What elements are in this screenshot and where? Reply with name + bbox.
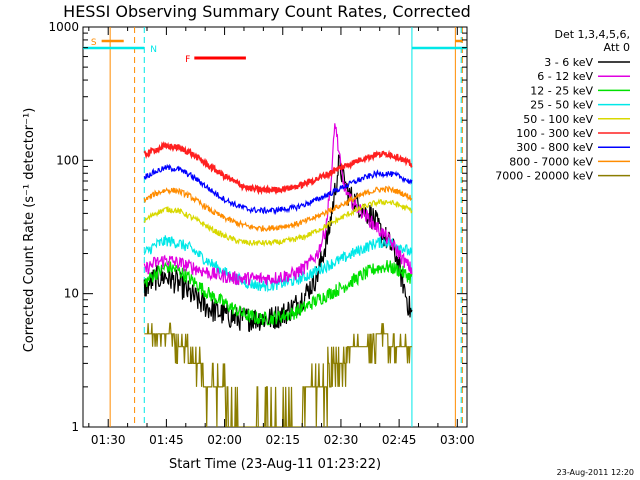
series-line-800-7000-keV <box>143 185 413 233</box>
chart-title: HESSI Observing Summary Count Rates, Cor… <box>63 2 471 21</box>
series-line-300-800-keV <box>143 163 413 216</box>
y-axis-label: Corrected Count Rate (s⁻¹ detector⁻¹) <box>22 108 37 353</box>
y-axis: 1 10 100 1000 <box>48 20 467 434</box>
series-line-50-100-keV <box>143 198 413 248</box>
x-tick-label: 02:00 <box>207 433 242 447</box>
marker-group: S N F <box>83 38 467 65</box>
legend-label-5: 100 - 300 keV <box>516 127 593 140</box>
legend-label-7: 800 - 7000 keV <box>509 155 593 168</box>
y-tick-label: 100 <box>56 153 79 167</box>
legend-label-2: 12 - 25 keV <box>530 84 593 97</box>
legend-label-0: 3 - 6 keV <box>544 56 593 69</box>
legend-label-3: 25 - 50 keV <box>530 99 593 112</box>
attenuator-lines <box>109 27 463 427</box>
legend-header-line1: Det 1,3,4,5,6, <box>554 28 630 41</box>
x-tick-label: 02:30 <box>324 433 359 447</box>
y-tick-label: 1 <box>71 420 79 434</box>
x-axis-label: Start Time (23-Aug-11 01:23:22) <box>169 457 381 472</box>
footer-date: 23-Aug-2011 12:20 <box>557 468 634 477</box>
x-tick-label: 03:00 <box>440 433 475 447</box>
plot-frame <box>82 26 468 428</box>
x-tick-label: 02:15 <box>265 433 300 447</box>
legend-header-line2: Att 0 <box>604 41 630 54</box>
series-line-7000-20000-keV <box>144 322 412 427</box>
legend-label-6: 300 - 800 keV <box>516 141 593 154</box>
x-axis: 01:30 01:45 02:00 02:15 02:30 02:45 03:00 <box>88 27 475 447</box>
x-tick-label: 02:45 <box>382 433 417 447</box>
series-line-3-6-keV <box>143 153 413 333</box>
marker-label-n: N <box>150 45 157 55</box>
y-tick-label: 1000 <box>48 20 79 34</box>
legend-label-8: 7000 - 20000 keV <box>495 170 593 183</box>
legend-label-4: 50 - 100 keV <box>523 113 593 126</box>
y-tick-label: 10 <box>64 287 79 301</box>
series-line-12-25-keV <box>143 260 413 326</box>
x-tick-label: 01:45 <box>149 433 184 447</box>
legend-label-1: 6 - 12 keV <box>537 70 593 83</box>
x-tick-label: 01:30 <box>91 433 126 447</box>
series-line-100-300-keV <box>143 140 413 196</box>
series-line-6-12-keV <box>143 123 413 286</box>
marker-label-s: S <box>91 38 97 48</box>
marker-label-f: F <box>185 55 190 65</box>
series-group <box>143 123 413 427</box>
